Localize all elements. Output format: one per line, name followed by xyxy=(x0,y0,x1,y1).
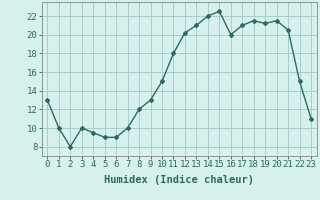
X-axis label: Humidex (Indice chaleur): Humidex (Indice chaleur) xyxy=(104,175,254,185)
